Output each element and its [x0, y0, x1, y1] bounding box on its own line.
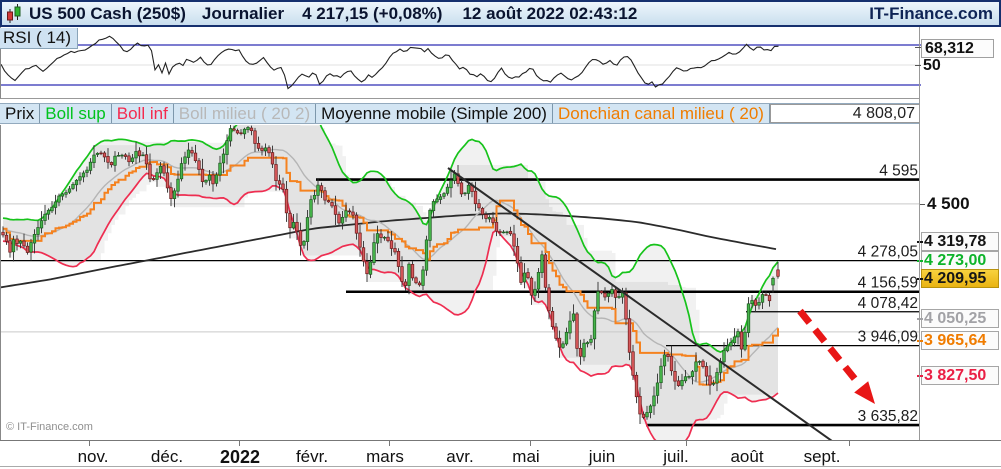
quote-timestamp: 12 août 2022 02:43:12	[462, 3, 638, 23]
trend-arrow[interactable]	[797, 308, 875, 404]
time-axis-label-avr: avr.	[446, 447, 474, 466]
ma200-line	[1, 212, 777, 289]
price-marker-donchian-mid-value: 3 965,64	[917, 330, 999, 350]
marker-tick	[917, 240, 923, 243]
rsi-axis-tick	[915, 46, 921, 48]
candlestick-icon	[7, 4, 21, 23]
time-axis-label-mars: mars	[366, 447, 404, 466]
svg-text:3 635,82: 3 635,82	[858, 408, 918, 425]
time-axis-tick	[239, 441, 240, 446]
marker-tick	[917, 259, 923, 262]
bollinger-lower-line	[2, 172, 779, 440]
marker-tick	[917, 317, 923, 320]
bottom-border	[0, 466, 1001, 467]
symbol-title: US 500 Cash (250$)	[29, 3, 186, 23]
time-axis-tick	[89, 441, 90, 446]
price-marker-boll-sup-value: 4 273,00	[917, 250, 999, 270]
candles-layer	[1, 125, 780, 424]
svg-text:4 156,59: 4 156,59	[858, 275, 918, 292]
rsi-50-label: 50	[923, 57, 941, 74]
level-labels: 4 595 4 278,05 4 156,59 4 078,42 3 946,09 3 6…	[858, 163, 918, 426]
brand-link[interactable]: IT-Finance.com	[869, 3, 993, 23]
trendline[interactable]	[447, 167, 833, 440]
time-axis-tick	[389, 441, 390, 446]
time-axis-label-2022: 2022	[219, 447, 261, 467]
time-axis-label-nov: nov.	[77, 447, 109, 466]
gridlines	[1, 203, 921, 333]
bollinger-mid-line	[2, 148, 779, 383]
price-marker-last-price: 4 209,95	[917, 268, 999, 288]
channel-fills	[3, 125, 778, 440]
axis-separator	[919, 27, 920, 466]
svg-text:4 278,05: 4 278,05	[858, 244, 918, 261]
time-axis-tick	[686, 441, 687, 446]
svg-text:4 078,42: 4 078,42	[858, 295, 918, 312]
time-axis-label-fvr: févr.	[295, 447, 329, 466]
time-axis-label-juin: juin	[588, 447, 616, 466]
price-axis-label-4500: 4 500	[927, 193, 970, 213]
level-lines[interactable]	[1, 178, 921, 427]
legend-item-boll-milieu-20-2[interactable]: Boll milieu ( 20 2)	[173, 104, 317, 123]
rsi-indicator-label[interactable]: RSI ( 14)	[0, 28, 79, 49]
svg-text:3 946,09: 3 946,09	[858, 329, 918, 346]
bollinger-upper-line	[2, 125, 779, 354]
legend-item-moyenne-mobile-simple-200[interactable]: Moyenne mobile (Simple 200)	[316, 104, 553, 123]
price-quote: 4 217,15 (+0,08%)	[302, 3, 443, 23]
price-marker-boll-mid-value: 4 050,25	[917, 308, 999, 328]
legend-item-boll-sup[interactable]: Boll sup	[40, 104, 112, 123]
legend-scale-top-value: 4 808,07	[769, 104, 920, 123]
time-axis-label-mai: mai	[512, 447, 540, 466]
marker-tick	[917, 374, 923, 377]
time-axis[interactable]: nov. déc. 2022 févr. mars avr. mai juin juil. aoû…	[0, 440, 1001, 468]
price-marker-ma200-value: 4 319,78	[917, 231, 999, 251]
main-chart-canvas[interactable]: 4 595 4 278,05 4 156,59 4 078,42 3 946,09 3 6…	[0, 125, 921, 440]
time-axis-label-aot: août	[730, 447, 764, 466]
price-axis-tick	[919, 203, 925, 205]
marker-tick	[917, 339, 923, 342]
legend-item-donchian-canal-milieu-20[interactable]: Donchian canal milieu ( 20)	[552, 104, 770, 123]
legend-item-boll-inf[interactable]: Boll inf	[111, 104, 174, 123]
time-axis-label-dc: déc.	[150, 447, 184, 466]
marker-tick	[917, 277, 923, 280]
legend-item-prix[interactable]: Prix	[0, 104, 41, 123]
indicator-legend: Prix Boll sup Boll inf Boll milieu ( 20 2) M…	[0, 103, 920, 124]
rsi-line	[1, 35, 779, 90]
period-label: Journalier	[201, 3, 285, 23]
rsi-value-box: 68,312	[921, 39, 994, 58]
rsi-axis-tick	[915, 65, 921, 66]
time-axis-tick	[849, 441, 850, 446]
title-bar: US 500 Cash (250$) Journalier 4 217,15 (…	[0, 0, 1001, 27]
svg-text:4 595: 4 595	[879, 163, 918, 180]
price-marker-boll-inf-value: 3 827,50	[917, 365, 999, 385]
price-axis[interactable]: 4 500 4 319,78 4 273,00 4 209,95 4 050,25 3 …	[917, 125, 1001, 440]
time-axis-tick	[530, 441, 531, 446]
watermark: © IT-Finance.com	[6, 421, 93, 433]
rsi-pane[interactable]	[0, 27, 921, 99]
time-axis-label-juil: juil.	[663, 447, 689, 466]
time-axis-label-sept: sept.	[803, 447, 841, 466]
